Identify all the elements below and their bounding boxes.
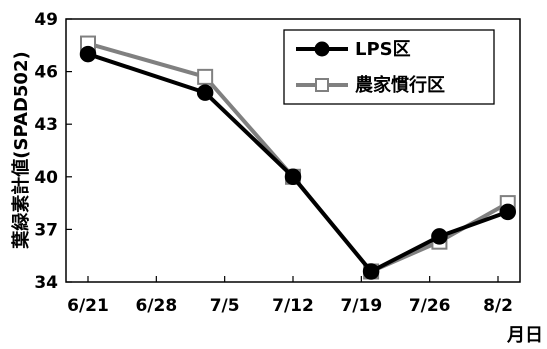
legend-label-farmer: 農家慣行区 [355, 74, 445, 96]
legend-marker-lps [314, 41, 330, 57]
series-layer [79, 35, 517, 280]
y-axis-ticks: 34 37 40 43 46 49 [34, 10, 72, 293]
x-tick-label: 7/5 [210, 296, 240, 316]
x-axis-ticks: 6/21 6/28 7/5 7/12 7/19 7/26 8/2 [67, 276, 513, 316]
series-line-0 [86, 52, 510, 274]
data-point-series-0-0 [79, 45, 97, 63]
data-point-series-1-1 [197, 68, 214, 85]
y-tick-label: 49 [34, 10, 58, 30]
x-tick-label: 6/21 [67, 296, 109, 316]
y-axis-title: 葉緑素計値(SPAD502) [10, 51, 32, 249]
y-tick-label: 43 [34, 115, 58, 135]
data-point-series-0-4 [431, 228, 448, 245]
legend-marker-farmer [315, 78, 329, 92]
legend: LPS区 農家慣行区 [283, 29, 495, 105]
y-tick-label: 34 [34, 273, 58, 293]
data-point-series-0-5 [499, 203, 517, 221]
y-tick-label: 37 [34, 220, 58, 240]
x-tick-label: 7/26 [409, 296, 451, 316]
x-tick-label: 8/2 [483, 296, 513, 316]
legend-label-lps: LPS区 [355, 39, 411, 60]
y-tick-label: 46 [34, 63, 58, 83]
data-point-series-0-3 [362, 263, 380, 280]
x-axis-title: 月日 [506, 325, 543, 346]
y-tick-label: 40 [34, 168, 58, 188]
x-tick-label: 7/12 [272, 296, 314, 316]
x-tick-label: 6/28 [135, 296, 177, 316]
x-tick-label: 7/19 [340, 296, 382, 316]
data-point-series-0-2 [284, 168, 302, 186]
data-point-series-0-1 [196, 84, 214, 101]
